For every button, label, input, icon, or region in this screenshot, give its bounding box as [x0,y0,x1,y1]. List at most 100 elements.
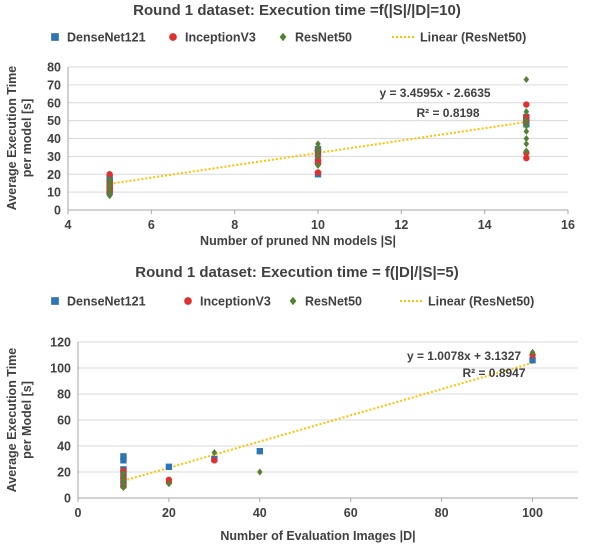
x-axis-label: Number of Evaluation Images |D| [220,529,415,543]
y-tick-label: 100 [50,362,71,376]
data-point-resnet50 [106,190,113,198]
y-tick-label: 0 [54,204,61,218]
x-tick-label: 10 [311,218,325,232]
legend-label-trendline: Linear (ResNet50) [420,31,526,45]
data-point-resnet50 [106,179,113,187]
y-tick-label: 20 [47,168,61,182]
data-point-inceptionv3 [106,171,113,178]
data-point-resnet50 [106,186,113,194]
x-tick-label: 80 [435,506,449,520]
trendline-r2: R² = 0.8947 [462,366,525,380]
x-tick-label: 14 [478,218,492,232]
trendline [123,361,533,482]
data-point-resnet50 [315,147,321,155]
x-tick-label: 8 [231,218,238,232]
y-tick-label: 60 [47,96,61,110]
data-point-densenet121 [120,453,127,460]
data-point-resnet50 [315,152,321,160]
data-point-resnet50 [315,140,321,148]
legend: DenseNet121 InceptionV3 ResNet50 Linear (Re… [51,295,534,309]
data-point-inceptionv3 [523,154,530,162]
y-tick-label: 60 [57,414,71,428]
y-tick-label: 80 [57,388,71,402]
trendline-r2: R² = 0.8198 [416,106,479,120]
legend-marker-inceptionv3 [169,33,177,41]
data-point-resnet50 [120,484,127,492]
y-axis-label: Average Execution Timeper Model [s] [5,348,34,493]
data-point-resnet50 [523,75,530,84]
data-point-resnet50 [523,140,530,148]
data-point-resnet50 [106,183,113,191]
data-point-resnet50 [529,348,536,356]
legend-label-resnet50: ResNet50 [305,295,362,309]
legend: DenseNet121 InceptionV3 ResNet50 Linear (Re… [51,31,526,45]
y-tick-label: 10 [47,186,61,200]
data-point-resnet50 [523,127,530,135]
y-tick-label: 50 [47,114,61,128]
data-point-resnet50 [523,134,530,143]
data-point-densenet121 [165,463,173,470]
data-point-resnet50 [166,480,172,488]
data-point-inceptionv3 [165,476,173,483]
y-tick-label: 20 [57,466,71,480]
y-axis-label-line: Average Execution Time [5,348,19,493]
legend-marker-densenet121 [51,33,59,41]
x-tick-label: 16 [561,218,575,232]
data-point-resnet50 [523,147,530,155]
legend-label-inceptionv3: InceptionV3 [185,31,256,45]
x-tick-label: 12 [394,218,408,232]
trendline-equation: y = 1.0078x + 3.1327 [407,349,521,363]
y-axis-label-line: per model [s] [20,99,34,178]
legend-label-resnet50: ResNet50 [295,31,352,45]
data-point-resnet50 [120,473,127,481]
x-tick-label: 100 [522,506,543,520]
data-point-resnet50 [106,176,113,184]
legend-marker-resnet50 [279,32,287,42]
y-tick-label: 30 [47,150,61,164]
x-tick-label: 20 [162,506,176,520]
data-point-inceptionv3 [211,457,218,464]
chart-title: Round 1 dataset: Execution time = f(|D|/… [135,264,459,281]
data-point-inceptionv3 [523,113,530,121]
legend-label-densenet121: DenseNet121 [67,31,146,45]
y-tick-label: 0 [64,492,71,506]
legend-marker-resnet50 [289,296,297,306]
data-point-densenet121 [529,357,536,364]
y-tick-label: 40 [47,132,61,146]
data-point-resnet50 [315,161,321,169]
chart-title: Round 1 dataset: Execution time =f(|S|/|… [133,2,461,19]
y-axis-label-line: per Model [s] [20,381,34,459]
data-point-resnet50 [523,108,530,116]
y-tick-label: 120 [50,336,71,350]
y-axis-label: Average Execution Timeper model [s] [5,66,34,211]
legend-marker-inceptionv3 [184,297,192,305]
trendline-equation: y = 3.4595x - 2.6635 [379,86,490,100]
y-axis-label-line: Average Execution Time [5,66,19,211]
x-tick-label: 60 [344,506,358,520]
x-tick-label: 40 [253,506,267,520]
legend-label-inceptionv3: InceptionV3 [200,295,271,309]
x-tick-label: 4 [65,218,72,232]
data-point-resnet50 [523,122,530,130]
data-point-resnet50 [523,117,530,125]
legend-label-densenet121: DenseNet121 [67,295,146,309]
x-tick-label: 6 [148,218,155,232]
chart-2: Round 1 dataset: Execution time = f(|D|/… [5,264,578,543]
y-tick-label: 70 [47,78,61,92]
data-point-resnet50 [120,477,127,485]
chart-1: Round 1 dataset: Execution time =f(|S|/|… [5,2,575,248]
y-tick-label: 40 [57,440,71,454]
data-point-densenet121 [256,448,264,455]
x-axis-label: Number of pruned NN models |S| [200,234,396,248]
legend-marker-densenet121 [51,297,59,305]
data-point-densenet121 [120,457,127,464]
data-point-inceptionv3 [523,101,530,108]
data-point-resnet50 [315,143,321,151]
x-tick-label: 0 [75,506,82,520]
data-point-resnet50 [120,469,127,477]
data-point-inceptionv3 [314,169,322,176]
legend-label-trendline: Linear (ResNet50) [428,295,534,309]
data-point-resnet50 [211,448,218,457]
y-tick-label: 80 [47,61,61,75]
